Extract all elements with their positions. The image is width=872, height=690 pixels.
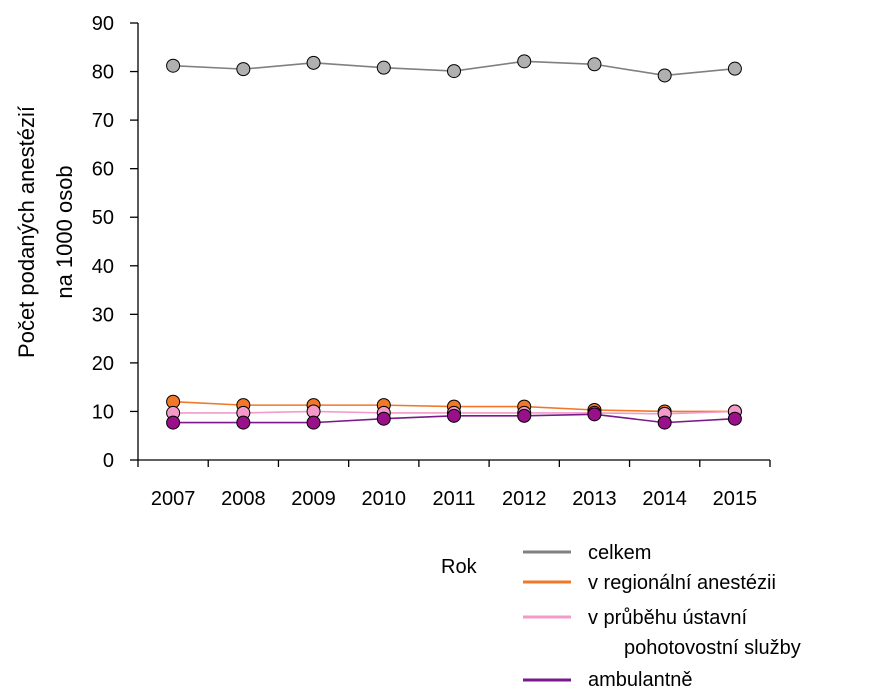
data-point-series-3 [657, 415, 672, 430]
legend-title: Rok [441, 556, 478, 578]
x-tick-label: 2009 [291, 488, 336, 510]
x-tick-label: 2013 [572, 488, 617, 510]
legend-label-ambulantne: ambulantně [588, 669, 693, 690]
data-point-series-3 [587, 407, 602, 422]
legend: Rok celkem v regionální anestézii v průb… [441, 542, 801, 690]
data-point-series-0 [517, 54, 532, 69]
x-tick-label: 2008 [221, 488, 266, 510]
y-axis-title-line-1: Počet podaných anestézií [14, 106, 39, 358]
y-tick-label: 30 [92, 304, 114, 326]
data-point-series-0 [657, 68, 672, 83]
y-ticks: 0 10 20 30 40 50 60 70 80 90 [92, 13, 138, 472]
data-point-series-3 [517, 408, 532, 423]
y-tick-label: 50 [92, 207, 114, 229]
data-point-series-0 [587, 57, 602, 72]
data-point-series-3 [376, 411, 391, 426]
legend-label-celkem: celkem [588, 542, 651, 564]
x-tick-label: 2015 [713, 488, 758, 510]
data-point-series-3 [306, 415, 321, 430]
data-point-series-3 [166, 415, 181, 430]
data-point-series-0 [447, 64, 461, 79]
data-point-series-3 [727, 411, 742, 426]
series-lines [173, 60, 735, 424]
y-tick-label: 0 [103, 450, 114, 472]
data-point-series-3 [447, 408, 461, 423]
series-markers [166, 54, 742, 430]
data-point-series-0 [376, 60, 391, 75]
legend-label-pohotovost-line-2: pohotovostní služby [624, 637, 801, 659]
x-tick-label: 2007 [151, 488, 196, 510]
y-axis: 0 10 20 30 40 50 60 70 80 90 Počet podaných anest… [14, 13, 139, 472]
y-axis-title-line-2: na 1000 osob [52, 165, 77, 298]
x-ticks: 2007 2008 2009 2010 2011 2012 2013 2014 2015 [137, 460, 771, 510]
x-tick-label: 2010 [362, 488, 407, 510]
x-tick-label: 2011 [432, 488, 475, 510]
y-tick-label: 20 [92, 353, 114, 375]
data-point-series-0 [166, 58, 181, 73]
x-tick-label: 2012 [502, 488, 547, 510]
y-tick-label: 40 [92, 256, 114, 278]
x-axis: 2007 2008 2009 2010 2011 2012 2013 2014 2015 [137, 459, 771, 510]
data-point-series-0 [727, 61, 742, 76]
y-tick-label: 80 [92, 62, 114, 84]
data-point-series-3 [236, 415, 251, 430]
x-tick-label: 2014 [642, 488, 687, 510]
legend-label-regionalni: v regionální anestézii [588, 572, 776, 594]
y-tick-label: 90 [92, 13, 114, 35]
y-tick-label: 70 [92, 110, 114, 132]
y-tick-label: 60 [92, 159, 114, 181]
legend-label-pohotovost-line-1: v průběhu ústavní [588, 607, 747, 629]
data-point-series-0 [306, 55, 321, 70]
y-tick-label: 10 [92, 401, 114, 423]
data-point-series-0 [236, 62, 251, 77]
